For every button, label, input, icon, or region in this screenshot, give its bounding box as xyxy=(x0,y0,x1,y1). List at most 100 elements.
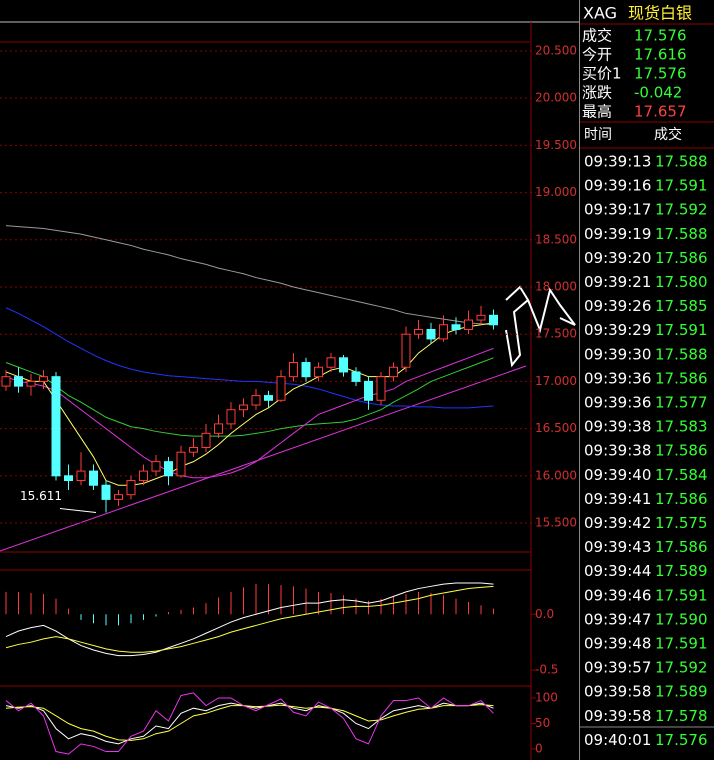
y-tick-label: 100 xyxy=(535,691,558,705)
quote-label: 涨跌 xyxy=(582,84,612,102)
indicator-line xyxy=(5,704,494,741)
candle-body xyxy=(239,404,248,411)
candle-body xyxy=(489,314,498,326)
quote-value: 17.576 xyxy=(634,65,687,83)
symbol-name: 现货白银 xyxy=(628,4,692,23)
tick-time: 09:39:44 xyxy=(584,562,651,580)
tick-time: 09:39:43 xyxy=(584,538,651,556)
candle-body xyxy=(14,376,23,387)
tick-time: 09:39:26 xyxy=(584,297,651,315)
y-tick-label: 0 xyxy=(535,741,543,755)
candle-body xyxy=(376,376,386,401)
tick-price: 17.583 xyxy=(655,418,708,436)
tick-time: 09:39:13 xyxy=(584,153,651,171)
candle-body xyxy=(39,376,48,382)
tick-price: 17.589 xyxy=(655,683,708,701)
indicator-line xyxy=(5,357,494,437)
y-tick-label: -0.5 xyxy=(535,663,558,677)
candle-body xyxy=(101,484,111,500)
tick-price: 17.588 xyxy=(655,345,708,363)
tick-time: 09:39:58 xyxy=(584,683,651,701)
candle-body xyxy=(51,376,61,477)
candle-body xyxy=(389,366,398,378)
tick-price: 17.586 xyxy=(655,538,708,556)
tick-time: 09:39:36 xyxy=(584,369,651,387)
tick-time: 09:39:21 xyxy=(584,273,651,291)
candle-body xyxy=(76,470,86,482)
candle-body xyxy=(1,376,11,387)
tick-time: 09:39:30 xyxy=(584,345,651,363)
tick-time: 09:39:29 xyxy=(584,321,651,339)
candle-body xyxy=(326,357,336,368)
y-tick-label: 20.500 xyxy=(535,43,577,57)
candle-body xyxy=(426,328,436,340)
tick-time: 09:39:38 xyxy=(584,418,651,436)
candle-body xyxy=(251,395,261,406)
quote-value: 17.616 xyxy=(634,46,687,64)
y-tick-label: 16.000 xyxy=(535,468,577,482)
y-tick-label: 16.500 xyxy=(535,421,577,435)
candle-body xyxy=(276,376,286,401)
tick-time: 09:39:20 xyxy=(584,249,651,267)
tick-price: 17.575 xyxy=(655,514,708,532)
quote-value: 17.576 xyxy=(634,27,687,45)
drawn-arrow xyxy=(527,287,576,334)
tick-price: 17.591 xyxy=(655,321,708,339)
tick-price: 17.591 xyxy=(655,177,708,195)
y-tick-label: 19.500 xyxy=(535,138,577,152)
tick-price: 17.589 xyxy=(655,562,708,580)
tick-price: 17.586 xyxy=(655,490,708,508)
tick-time: 09:39:58 xyxy=(584,707,651,725)
candle-body xyxy=(176,451,186,477)
candle-body xyxy=(476,314,486,321)
tick-price: 17.591 xyxy=(655,586,708,604)
tick-price: 17.584 xyxy=(655,466,708,484)
symbol: XAG xyxy=(583,4,617,23)
candle-body xyxy=(439,324,448,340)
tick-price: 17.586 xyxy=(655,249,708,267)
y-tick-label: 19.000 xyxy=(535,185,577,199)
y-tick-label: 18.500 xyxy=(535,232,577,246)
tick-price: 17.576 xyxy=(655,731,708,749)
quote-label: 最高 xyxy=(582,103,612,121)
y-tick-label: 15.500 xyxy=(535,516,577,530)
tick-time: 09:39:42 xyxy=(584,514,651,532)
tick-price: 17.591 xyxy=(655,635,708,653)
candle-body xyxy=(89,470,98,486)
candle-body xyxy=(126,480,136,496)
tick-time: 09:39:19 xyxy=(584,225,651,243)
y-tick-label: 20.000 xyxy=(535,91,577,105)
indicator-line xyxy=(5,692,494,755)
table-header: 成交 xyxy=(654,126,682,143)
tick-time: 09:39:38 xyxy=(584,442,651,460)
candle-body xyxy=(201,432,211,448)
tick-price: 17.586 xyxy=(655,369,708,387)
candle-body xyxy=(289,362,298,378)
tick-time: 09:39:16 xyxy=(584,177,651,195)
quote-label: 成交 xyxy=(582,27,612,45)
candle-body xyxy=(214,423,223,434)
candle-body xyxy=(301,362,311,378)
candle-body xyxy=(414,328,423,335)
tick-price: 17.592 xyxy=(655,659,708,677)
candle-body xyxy=(64,475,73,482)
tick-time: 09:39:41 xyxy=(584,490,651,508)
tick-price: 17.588 xyxy=(655,153,708,171)
trend-line xyxy=(0,365,527,552)
tick-price: 17.580 xyxy=(655,273,708,291)
quote-value: -0.042 xyxy=(634,84,682,102)
tick-price: 17.590 xyxy=(655,610,708,628)
candle-body xyxy=(351,371,361,382)
indicator-line xyxy=(5,322,494,486)
candle-body xyxy=(264,395,273,401)
y-tick-label: 17.000 xyxy=(535,374,577,388)
indicator-line xyxy=(5,702,494,745)
tick-price: 17.585 xyxy=(655,297,708,315)
candle-body xyxy=(189,446,198,453)
quote-value: 17.657 xyxy=(634,103,687,121)
y-tick-label: 17.500 xyxy=(535,327,577,341)
candle-body xyxy=(226,409,236,425)
indicator-line xyxy=(5,585,494,653)
